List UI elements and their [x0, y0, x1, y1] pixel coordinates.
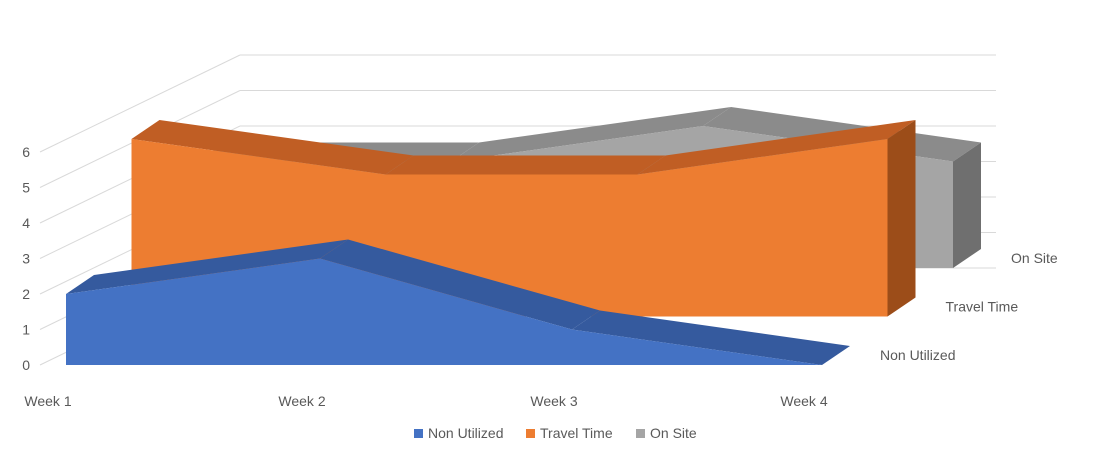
area-top-segment: [637, 120, 916, 175]
area-side-face: [953, 142, 981, 268]
gridline-diagonal: [39, 54, 241, 153]
x-axis: Week 1 Week 2 Week 3 Week 4: [24, 393, 827, 409]
data-point: [822, 365, 823, 366]
y-tick-label: 6: [22, 144, 30, 160]
area-top-segment: [131, 120, 414, 175]
data-point: [953, 161, 954, 162]
series-axis-label: On Site: [1011, 250, 1058, 266]
area-top-segment: [572, 310, 850, 365]
y-tick-label: 0: [22, 357, 30, 373]
x-tick-label: Week 3: [530, 393, 577, 409]
data-point: [637, 174, 638, 175]
legend-label: Non Utilized: [428, 425, 503, 441]
y-axis: 0 1 2 3 4 5 6: [22, 144, 30, 373]
area-front-face: [66, 258, 822, 365]
legend-swatch: [636, 429, 645, 438]
x-tick-label: Week 4: [780, 393, 827, 409]
data-point: [66, 294, 67, 295]
data-point: [385, 174, 386, 175]
y-tick-label: 5: [22, 180, 30, 196]
area-top-segment: [320, 239, 600, 330]
x-tick-label: Week 1: [24, 393, 71, 409]
data-point: [703, 126, 704, 127]
legend: Non Utilized Travel Time On Site: [414, 425, 697, 441]
x-tick-label: Week 2: [278, 393, 325, 409]
data-point: [572, 329, 573, 330]
plot-area: [66, 107, 981, 366]
area-side-face: [887, 120, 916, 317]
y-tick-label: 4: [22, 215, 30, 231]
legend-swatch: [526, 429, 535, 438]
y-tick-label: 3: [22, 251, 30, 267]
legend-label: Travel Time: [540, 425, 613, 441]
data-point: [320, 258, 321, 259]
area-series: [66, 239, 850, 366]
series-axis-label: Non Utilized: [880, 347, 955, 363]
area-top-segment: [385, 155, 666, 175]
y-tick-label: 2: [22, 286, 30, 302]
series-axis: On Site Travel Time Non Utilized: [880, 250, 1058, 363]
y-tick-label: 1: [22, 322, 30, 338]
legend-swatch: [414, 429, 423, 438]
data-point: [887, 139, 888, 140]
area-top-segment: [451, 107, 731, 162]
data-point: [131, 139, 132, 140]
series-axis-label: Travel Time: [946, 299, 1019, 315]
area-top-segment: [66, 239, 348, 294]
legend-label: On Site: [650, 425, 697, 441]
